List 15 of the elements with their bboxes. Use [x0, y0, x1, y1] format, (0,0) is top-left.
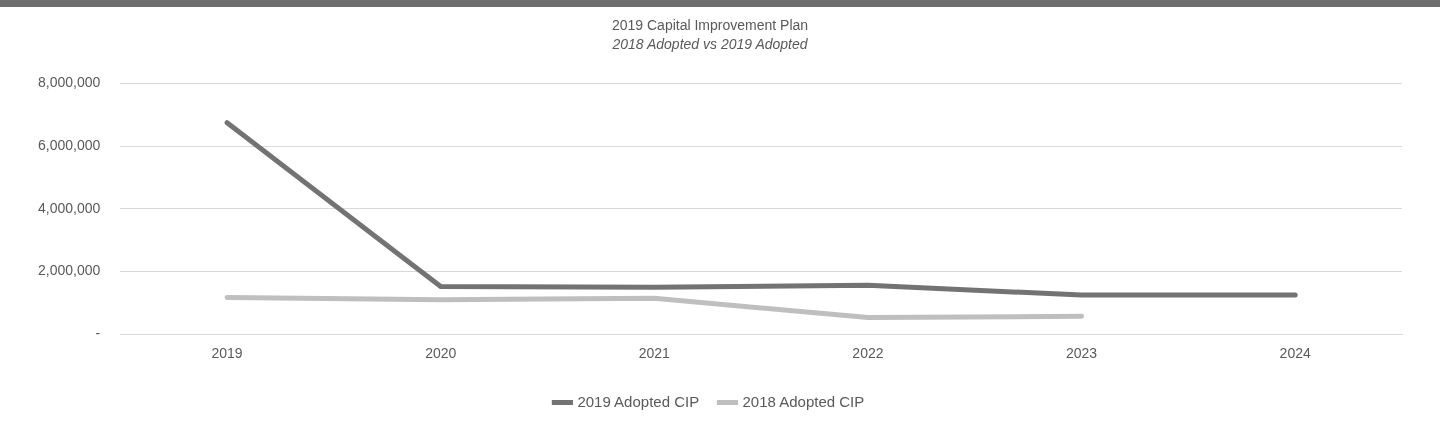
x-tick-label: 2023	[1065, 345, 1098, 362]
x-tick-label: 2021	[638, 345, 671, 362]
y-tick-label: 2,000,000	[37, 262, 101, 279]
chart-title: 2019 Capital Improvement Plan	[611, 17, 809, 34]
chart-subtitle: 2018 Adopted vs 2019 Adopted	[611, 36, 809, 53]
x-tick-label: 2022	[852, 345, 884, 362]
legend-label: 2019 Adopted CIP	[577, 392, 700, 410]
y-tick-label: 6,000,000	[37, 137, 101, 154]
y-tick-label: 4,000,000	[37, 199, 101, 216]
x-tick-label: 2019	[211, 345, 243, 362]
x-tick-label: 2024	[1279, 345, 1311, 362]
x-tick-label: 2020	[425, 345, 457, 362]
y-tick-label: 8,000,000	[37, 74, 101, 91]
y-tick-label: -	[95, 325, 101, 342]
legend-label: 2018 Adopted CIP	[742, 392, 865, 410]
